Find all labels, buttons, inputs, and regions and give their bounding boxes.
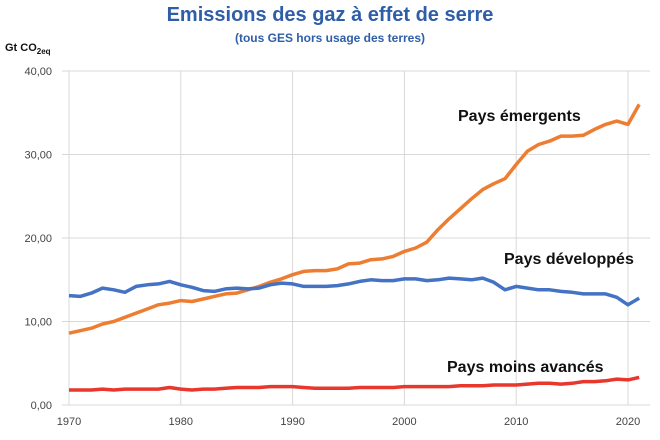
series-line bbox=[68, 276, 641, 307]
chart-title: Emissions des gaz à effet de serre bbox=[166, 4, 494, 26]
series-label: Pays émergents bbox=[458, 108, 581, 125]
series-label: Pays moins avancés bbox=[447, 359, 604, 376]
y-axis-label-sub: 2eq bbox=[36, 47, 51, 57]
chart-subtitle: (tous GES hors usage des terres) bbox=[234, 31, 426, 45]
x-tick-label: 2010 bbox=[504, 416, 528, 428]
y-axis-label: Gt CO2eq bbox=[5, 42, 51, 56]
y-tick-label: 10,00 bbox=[24, 317, 52, 329]
series-line bbox=[69, 375, 640, 392]
x-tick-label: 2020 bbox=[616, 416, 640, 428]
x-tick-label: 1980 bbox=[169, 416, 193, 428]
y-tick-label: 30,00 bbox=[24, 150, 52, 162]
y-tick-label: 0,00 bbox=[31, 400, 52, 412]
x-tick-label: 1990 bbox=[280, 416, 304, 428]
y-tick-label: 40,00 bbox=[24, 66, 52, 78]
y-tick-label: 20,00 bbox=[24, 233, 52, 245]
x-tick-label: 2000 bbox=[392, 416, 416, 428]
series-label: Pays développés bbox=[504, 251, 634, 268]
series-line bbox=[68, 103, 641, 335]
y-axis-label-text: Gt CO bbox=[5, 42, 37, 54]
x-tick-label: 1970 bbox=[57, 416, 81, 428]
